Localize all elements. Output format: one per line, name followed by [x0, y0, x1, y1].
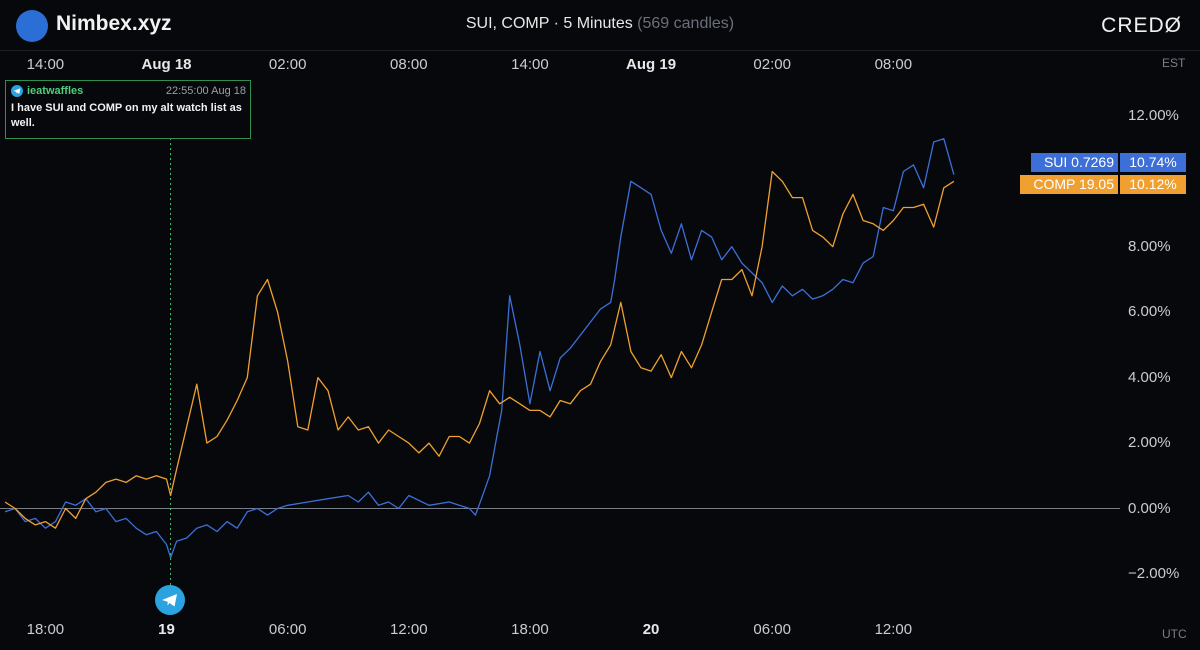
comp-series-line[interactable] — [4, 170, 955, 529]
y-axis-tick: 4.00% — [1128, 368, 1171, 386]
y-axis-tick: 12.00% — [1128, 106, 1179, 124]
telegram-icon — [162, 594, 177, 607]
bottom-axis-tick: 18:00 — [511, 621, 549, 638]
top-axis-tick: Aug 18 — [141, 56, 192, 73]
bottom-axis-tick: 06:00 — [753, 621, 791, 638]
chart-title: SUI, COMP · 5 Minutes (569 candles) — [0, 15, 1200, 33]
top-axis-tick: Aug 19 — [626, 56, 677, 73]
comment-user: ieatwaffles — [27, 85, 84, 97]
bottom-axis-tick: 12:00 — [390, 621, 428, 638]
y-axis-tick: 2.00% — [1128, 434, 1171, 452]
top-axis-tick: 08:00 — [390, 56, 428, 73]
comment-time: 22:55:00 Aug 18 — [165, 85, 246, 97]
y-axis-tick: 0.00% — [1128, 499, 1171, 517]
telegram-icon — [11, 85, 23, 97]
top-axis-tick: 08:00 — [874, 56, 913, 73]
telegram-marker[interactable] — [155, 585, 185, 615]
sui-series-line[interactable] — [4, 138, 955, 559]
bottom-axis-tick: 12:00 — [874, 621, 913, 638]
candle-count: (569 candles) — [637, 15, 735, 32]
comp-price-tag: COMP 19.05 — [1020, 175, 1118, 194]
sui-price-tag: SUI 0.7269 — [1031, 153, 1118, 172]
top-axis-tick: 14:00 — [511, 56, 549, 73]
timezone-top: EST — [1162, 56, 1186, 70]
brand-logo-icon[interactable] — [16, 10, 48, 42]
credo-logo: CREDØ — [1101, 14, 1182, 37]
header: Nimbex.xyz SUI, COMP · 5 Minutes (569 ca… — [0, 0, 1200, 51]
top-axis-tick: 02:00 — [753, 56, 791, 73]
y-axis-tick: 6.00% — [1128, 303, 1171, 321]
sui-percent-tag: 10.74% — [1120, 153, 1186, 172]
bottom-axis-tick: 20 — [642, 621, 660, 638]
comment-text: I have SUI and COMP on my alt watch list… — [11, 102, 242, 129]
top-axis-tick: 02:00 — [268, 56, 307, 73]
comp-percent-tag: 10.12% — [1120, 175, 1186, 194]
timezone-bottom: UTC — [1162, 627, 1187, 641]
comment-card[interactable]: ieatwaffles 22:55:00 Aug 18 I have SUI a… — [5, 80, 251, 139]
top-axis-tick: 14:00 — [26, 56, 65, 73]
bottom-axis-tick: 06:00 — [268, 621, 307, 638]
y-axis-tick: −2.00% — [1128, 565, 1180, 582]
symbols-title: SUI, COMP · 5 Minutes — [465, 15, 633, 32]
y-axis-tick: 8.00% — [1128, 237, 1171, 255]
brand-name[interactable]: Nimbex.xyz — [56, 12, 172, 35]
bottom-axis-tick: 18:00 — [26, 621, 65, 638]
bottom-axis-tick: 19 — [158, 621, 175, 638]
